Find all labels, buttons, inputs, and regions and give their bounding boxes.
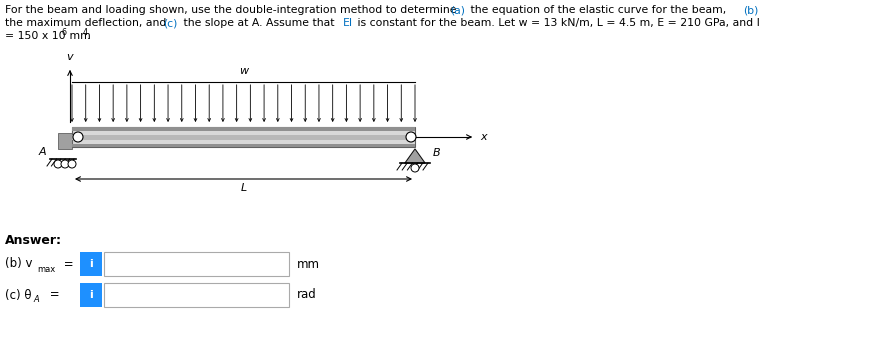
Bar — [80, 252, 102, 276]
Bar — [72, 135, 415, 139]
Text: (c): (c) — [162, 18, 177, 28]
Text: (c) θ: (c) θ — [5, 288, 32, 302]
Text: the slope at A. Assume that: the slope at A. Assume that — [180, 18, 338, 28]
Text: rad: rad — [296, 288, 317, 302]
Text: EI: EI — [343, 18, 353, 28]
Text: (a): (a) — [450, 5, 465, 15]
Text: A: A — [39, 147, 46, 157]
Circle shape — [405, 132, 416, 142]
Circle shape — [68, 160, 76, 168]
Text: is constant for the beam. Let w = 13 kN/m, L = 4.5 m, E = 210 GPa, and I: is constant for the beam. Let w = 13 kN/… — [353, 18, 759, 28]
Text: max: max — [37, 264, 55, 273]
Circle shape — [73, 132, 83, 142]
Text: i: i — [89, 259, 93, 269]
Text: A: A — [33, 296, 39, 305]
Bar — [72, 144, 415, 147]
Text: L: L — [240, 183, 246, 193]
Text: the equation of the elastic curve for the beam,: the equation of the elastic curve for th… — [467, 5, 729, 15]
Bar — [103, 252, 289, 276]
Text: the maximum deflection, and: the maximum deflection, and — [5, 18, 169, 28]
Text: x: x — [480, 132, 486, 142]
Text: =: = — [46, 288, 60, 302]
Polygon shape — [404, 149, 424, 163]
Bar — [72, 127, 415, 147]
Bar — [72, 127, 415, 131]
Text: For the beam and loading shown, use the double-integration method to determine: For the beam and loading shown, use the … — [5, 5, 460, 15]
Text: Answer:: Answer: — [5, 234, 62, 247]
Bar — [103, 283, 289, 307]
Text: (b) v: (b) v — [5, 257, 32, 271]
Text: 4: 4 — [82, 28, 88, 37]
Bar — [80, 283, 102, 307]
Text: mm: mm — [296, 257, 319, 271]
Text: B: B — [432, 148, 440, 158]
Text: = 150 x 10: = 150 x 10 — [5, 31, 66, 41]
Circle shape — [54, 160, 62, 168]
Text: w: w — [239, 66, 248, 76]
Text: =: = — [60, 257, 74, 271]
Text: i: i — [89, 290, 93, 300]
Text: 6: 6 — [61, 28, 67, 37]
Circle shape — [410, 164, 418, 172]
Text: v: v — [67, 52, 73, 62]
Text: mm: mm — [66, 31, 90, 41]
Circle shape — [61, 160, 69, 168]
Bar — [58, 133, 72, 149]
Text: .: . — [87, 31, 89, 41]
Text: (b): (b) — [742, 5, 758, 15]
